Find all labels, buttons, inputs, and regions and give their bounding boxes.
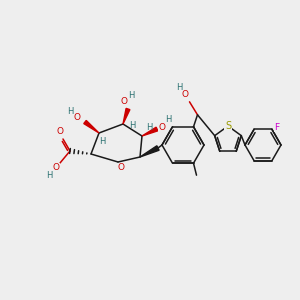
Polygon shape [140, 146, 159, 157]
Text: O: O [52, 164, 59, 172]
Text: O: O [121, 98, 128, 106]
Text: H: H [146, 122, 152, 131]
Polygon shape [123, 108, 130, 124]
Polygon shape [84, 120, 99, 133]
Text: H: H [176, 83, 183, 92]
Text: O: O [182, 90, 189, 99]
Text: H: H [165, 116, 171, 124]
Text: O: O [56, 128, 64, 136]
Text: O: O [74, 113, 80, 122]
Text: H: H [129, 122, 135, 130]
Text: S: S [225, 121, 231, 131]
Text: F: F [274, 123, 280, 132]
Polygon shape [142, 127, 158, 136]
Text: H: H [67, 107, 73, 116]
Text: H: H [99, 137, 105, 146]
Text: O: O [118, 164, 124, 172]
Text: H: H [128, 91, 134, 100]
Text: H: H [46, 170, 52, 179]
Text: O: O [158, 122, 166, 131]
